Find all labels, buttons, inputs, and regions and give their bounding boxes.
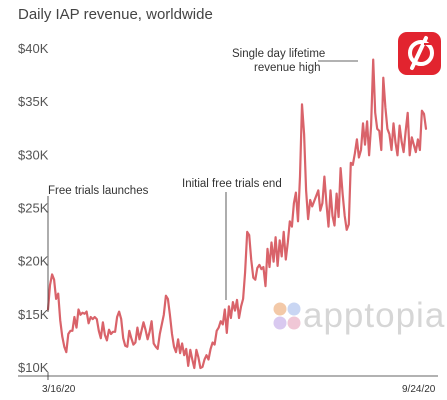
peloton-logo-icon <box>398 32 441 75</box>
annotation-free-trials-launch: Free trials launches <box>48 185 149 197</box>
annotation-initial-trials-end: Initial free trials end <box>182 178 282 190</box>
series-line <box>46 58 428 370</box>
chart-title: Daily IAP revenue, worldwide <box>18 6 213 23</box>
y-tick-label: $10K <box>18 360 49 375</box>
watermark-text: apptopia <box>303 296 445 335</box>
y-tick-labels: $10K $15K $20K $25K $30K $35K $40K <box>18 41 49 375</box>
y-tick-label: $30K <box>18 147 49 162</box>
apptopia-logo-icon <box>273 302 301 330</box>
x-tick-label-end: 9/24/20 <box>402 384 436 395</box>
y-tick-label: $25K <box>18 201 49 216</box>
annotation-lifetime-high-line1: Single day lifetime <box>232 48 325 60</box>
y-tick-label: $15K <box>18 307 49 322</box>
y-tick-label: $20K <box>18 254 49 269</box>
annotation-lifetime-high-line2: revenue high <box>254 62 321 74</box>
y-tick-label: $40K <box>18 41 49 56</box>
y-tick-label: $35K <box>18 94 49 109</box>
x-tick-label-start: 3/16/20 <box>42 384 76 395</box>
